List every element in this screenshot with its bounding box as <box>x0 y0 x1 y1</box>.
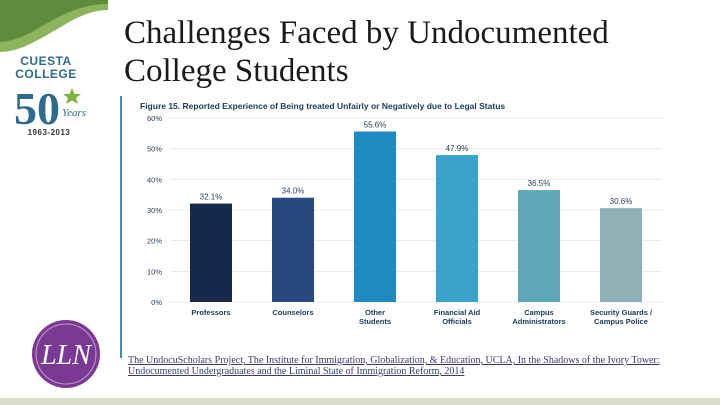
value-label: 47.9% <box>446 144 469 153</box>
slide-title: Challenges Faced by Undocumented College… <box>124 15 609 89</box>
y-tick-label: 0% <box>151 298 162 307</box>
logo-line2: COLLEGE <box>15 67 77 81</box>
y-tick-label: 10% <box>147 267 162 276</box>
category-label: Counselors <box>272 308 313 317</box>
anniversary-mark: 50 Years <box>14 83 86 130</box>
bar-1 <box>190 203 232 302</box>
bars <box>190 131 642 302</box>
years-word: Years <box>62 107 86 119</box>
logo-year-range: 1963-2013 <box>27 128 71 137</box>
bottom-strip <box>0 398 720 405</box>
badge-circle <box>32 320 100 388</box>
bar-2 <box>272 197 314 302</box>
category-label: Financial Aid Officials <box>434 308 481 326</box>
title-divider <box>120 96 122 358</box>
y-tick-label: 30% <box>147 206 162 215</box>
category-label: Campus Administrators <box>512 308 565 326</box>
value-label: 34.0% <box>282 187 305 196</box>
chart-title: Figure 15. Reported Experience of Being … <box>140 101 505 111</box>
hill-dark <box>0 0 108 42</box>
badge-ring <box>35 323 97 385</box>
category-label: Other Students <box>359 308 391 326</box>
y-axis-ticks: 0% 10% 20% 30% 40% 50% 60% <box>147 114 162 307</box>
value-label: 30.6% <box>610 197 633 206</box>
value-label: 32.1% <box>200 193 223 202</box>
badge-letters: LLN <box>40 340 92 371</box>
star-icon <box>63 88 81 104</box>
y-tick-label: 20% <box>147 237 162 246</box>
hills-graphic <box>0 0 108 52</box>
lln-badge: LLN <box>32 320 100 388</box>
bar-5 <box>518 190 560 302</box>
y-tick-label: 50% <box>147 145 162 154</box>
source-citation[interactable]: The UndocuScholars Project, The Institut… <box>128 355 660 377</box>
logo-line1: CUESTA <box>20 54 72 68</box>
bar-chart: Figure 15. Reported Experience of Being … <box>140 101 662 326</box>
bar-3 <box>354 131 396 302</box>
value-label: 36.5% <box>528 179 551 188</box>
value-labels: 32.1% 34.0% 55.6% 47.9% 36.5% 30.6% <box>200 120 633 206</box>
anniversary-number: 50 <box>14 83 60 130</box>
category-label: Professors <box>191 308 230 317</box>
category-labels: Professors Counselors Other Students Financi… <box>191 308 653 326</box>
value-label: 55.6% <box>364 120 387 129</box>
category-label: Security Guards / Campus Police <box>590 308 653 326</box>
grid-lines <box>170 117 662 303</box>
bar-4 <box>436 155 478 302</box>
bar-6 <box>600 208 642 302</box>
y-tick-label: 40% <box>147 175 162 184</box>
logo-sidebar: CUESTA COLLEGE 50 Years 1963-2013 LLN <box>0 0 108 405</box>
y-tick-label: 60% <box>147 114 162 123</box>
